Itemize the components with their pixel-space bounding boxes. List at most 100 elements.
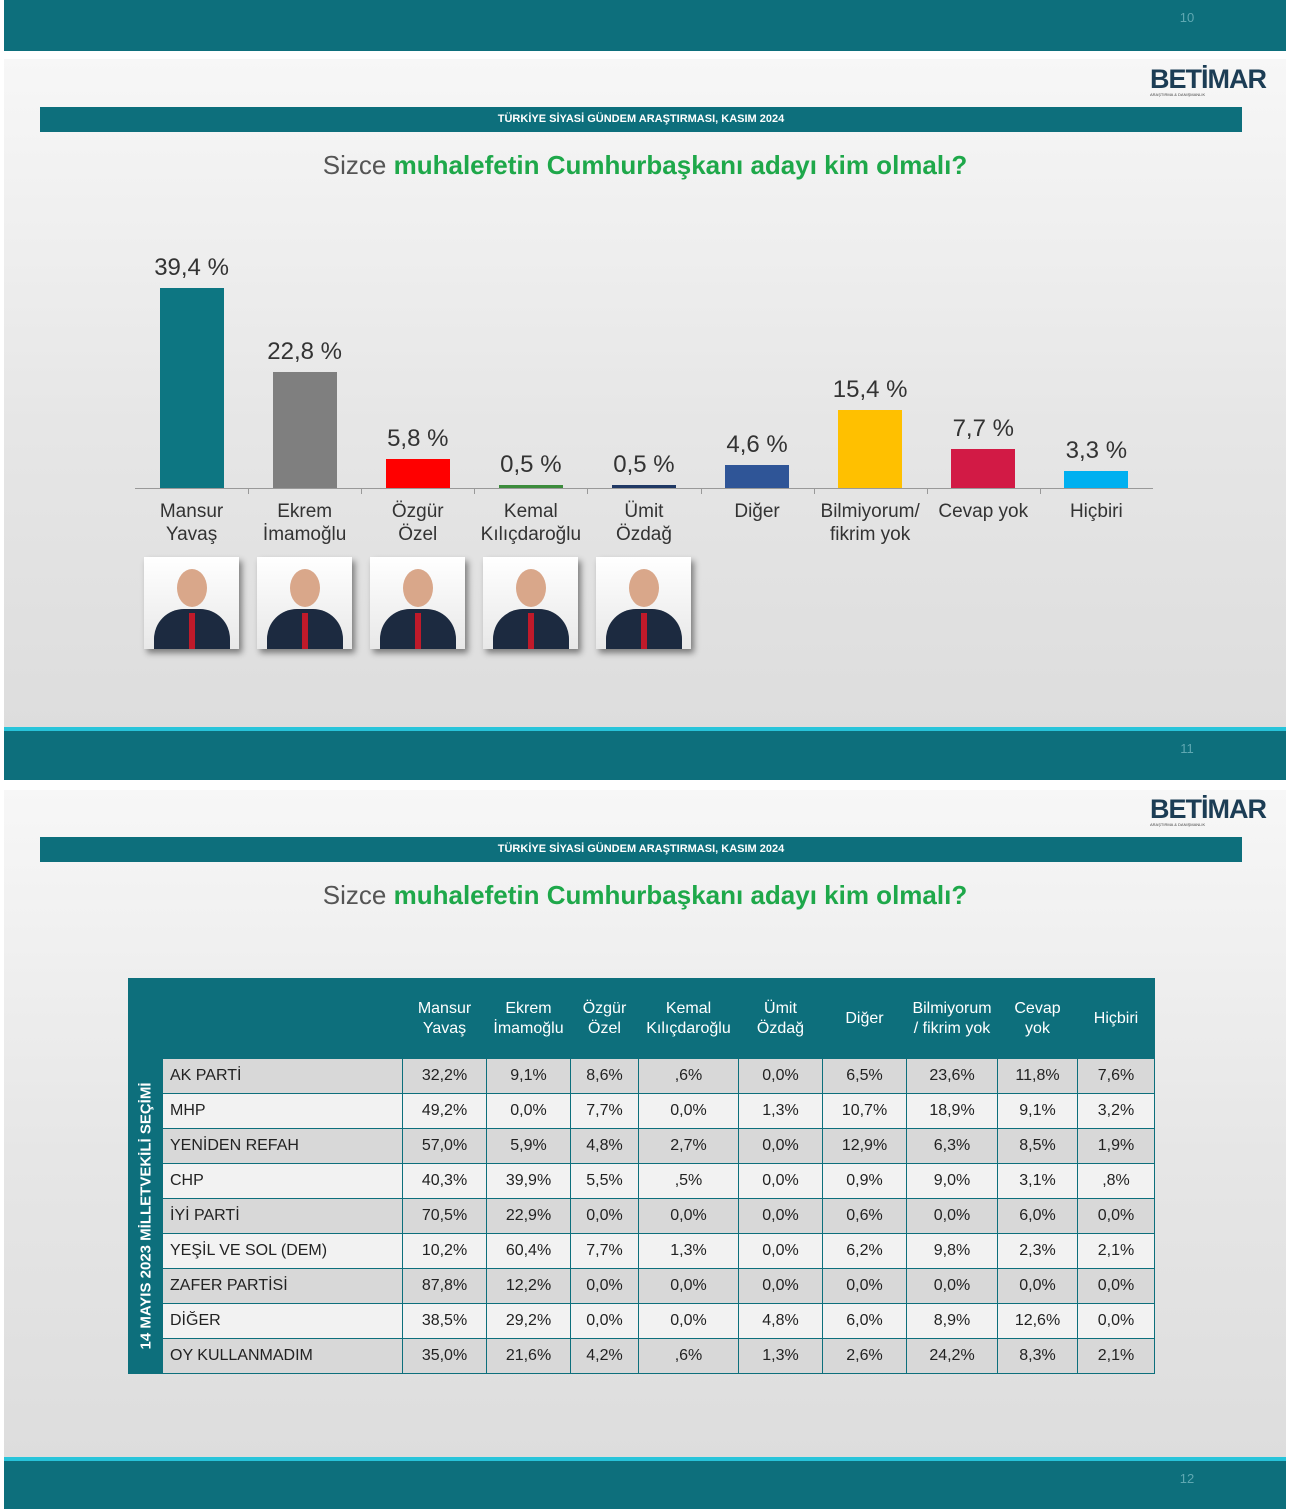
cell: 49,2%: [402, 1093, 487, 1129]
slide-header: TÜRKİYE SİYASİ GÜNDEM ARAŞTIRMASI, KASIM…: [40, 837, 1242, 862]
tick: [361, 488, 363, 494]
cell: 0,0%: [570, 1198, 639, 1234]
table-row: İYİ PARTİ 70,5% 22,9% 0,0% 0,0% 0,0% 0,6% 0,0% 6…: [129, 1198, 1155, 1234]
logo: BETİMAR ARAŞTIRMA & DANIŞMANLIK: [1150, 64, 1280, 97]
cell: 2,6%: [822, 1338, 907, 1374]
logo-name: BETİMAR: [1150, 794, 1267, 824]
bar: [272, 372, 337, 488]
cell: 9,1%: [486, 1058, 571, 1094]
column-header: Diğer: [822, 978, 907, 1059]
table-row: ZAFER PARTİSİ 87,8% 12,2% 0,0% 0,0% 0,0% 0,0% 0…: [129, 1268, 1155, 1304]
cell: 0,0%: [738, 1128, 823, 1164]
cell: 70,5%: [402, 1198, 487, 1234]
tick: [248, 488, 250, 494]
column-header: Hiçbiri: [1077, 978, 1155, 1059]
cell: 0,0%: [638, 1303, 739, 1339]
value-label: 4,6 %: [726, 430, 788, 458]
row-label: DİĞER: [162, 1303, 403, 1339]
candidate-photo: [595, 557, 691, 649]
cell: 6,0%: [822, 1303, 907, 1339]
bar: [498, 485, 563, 488]
cell: 39,9%: [486, 1163, 571, 1199]
value-label: 5,8 %: [387, 424, 449, 452]
x-tick-label: Bilmiyorum/ fikrim yok: [820, 501, 920, 545]
cell: 6,2%: [822, 1233, 907, 1269]
cell: 24,2%: [906, 1338, 998, 1374]
cell: 2,3%: [997, 1233, 1078, 1269]
cell: 0,0%: [822, 1268, 907, 1304]
tick: [926, 488, 928, 494]
row-label: CHP: [162, 1163, 403, 1199]
cell: 5,5%: [570, 1163, 639, 1199]
bar-chart: 39,4 % Mansur Yavaş 22,8 % Ekrem İmamoğlu 5,…: [0, 0, 1290, 727]
cell: 0,0%: [906, 1268, 998, 1304]
cell: 0,0%: [738, 1198, 823, 1234]
cell: 0,0%: [997, 1268, 1078, 1304]
column-header: Ekrem İmamoğlu: [486, 978, 571, 1059]
cell: 87,8%: [402, 1268, 487, 1304]
cell: ,5%: [638, 1163, 739, 1199]
cell: 12,2%: [486, 1268, 571, 1304]
cell: 0,0%: [1077, 1198, 1155, 1234]
column-header: Mansur Yavaş: [402, 978, 487, 1059]
cell: 7,6%: [1077, 1058, 1155, 1094]
cell: 10,7%: [822, 1093, 907, 1129]
cell: 6,5%: [822, 1058, 907, 1094]
cell: 0,0%: [738, 1233, 823, 1269]
cell: 0,0%: [570, 1268, 639, 1304]
photo-head: [628, 569, 659, 607]
cell: 7,7%: [570, 1093, 639, 1129]
photo-head: [289, 569, 320, 607]
question-lead: Sizce: [322, 880, 387, 910]
row-label: AK PARTİ: [162, 1058, 403, 1094]
cell: 10,2%: [402, 1233, 487, 1269]
x-tick-label: Mansur Yavaş: [159, 501, 224, 545]
row-label: MHP: [162, 1093, 403, 1129]
question-emphasis: muhalefetin Cumhurbaşkanı adayı kim olma…: [393, 880, 968, 910]
logo-tagline: ARAŞTIRMA & DANIŞMANLIK: [1150, 822, 1206, 827]
header-row: Mansur Yavaş Ekrem İmamoğlu Özgür Özel Kema…: [128, 978, 1155, 1059]
row-label: YENİDEN REFAH: [162, 1128, 403, 1164]
cell: 1,9%: [1077, 1128, 1155, 1164]
tick: [587, 488, 589, 494]
page-number: 10: [1179, 10, 1195, 25]
x-axis: [135, 488, 1153, 489]
column-header: Cevap yok: [997, 978, 1078, 1059]
cell: 8,9%: [906, 1303, 998, 1339]
cell: 4,8%: [738, 1303, 823, 1339]
x-tick-label: Cevap yok: [938, 501, 1029, 522]
band-stripe: [4, 1457, 1286, 1461]
x-tick-label: Kemal Kılıçdaroğlu: [480, 501, 582, 545]
cell: 0,0%: [1077, 1303, 1155, 1339]
table-row: OY KULLANMADIM 35,0% 21,6% 4,2% ,6% 1,3% 2,6% 2…: [129, 1338, 1155, 1374]
cell: 0,0%: [1077, 1268, 1155, 1304]
cell: 57,0%: [402, 1128, 487, 1164]
cell: 29,2%: [486, 1303, 571, 1339]
value-label: 15,4 %: [832, 375, 908, 403]
x-tick-label: Hiçbiri: [1069, 501, 1123, 522]
page-number: 12: [1179, 1471, 1195, 1486]
top-band: 10: [4, 0, 1286, 51]
candidate-photo: [143, 557, 239, 649]
logo: BETİMAR ARAŞTIRMA & DANIŞMANLIK: [1150, 794, 1280, 827]
cell: 9,8%: [906, 1233, 998, 1269]
photo-tie: [188, 613, 195, 649]
cell: 11,8%: [997, 1058, 1078, 1094]
bar: [951, 448, 1016, 488]
cell: 3,1%: [997, 1163, 1078, 1199]
cell: 1,3%: [738, 1338, 823, 1374]
cell: 2,1%: [1077, 1233, 1155, 1269]
cell: 3,2%: [1077, 1093, 1155, 1129]
cell: 12,6%: [997, 1303, 1078, 1339]
column-header: Özgür Özel: [570, 978, 639, 1059]
cell: 1,3%: [638, 1233, 739, 1269]
tick: [1039, 488, 1041, 494]
table-row: MHP 49,2% 0,0% 7,7% 0,0% 1,3% 10,7% 18,9% 9,1% 3,…: [129, 1093, 1155, 1129]
bar: [611, 485, 676, 488]
side-label: 14 MAYIS 2023 MİLLETVEKİLİ SEÇİMİ: [137, 1082, 154, 1350]
photo-tie: [301, 613, 308, 649]
table-row: DİĞER 38,5% 29,2% 0,0% 0,0% 4,8% 6,0% 8,9% 12,6%…: [129, 1303, 1155, 1339]
value-label: 0,5 %: [500, 451, 562, 479]
cell: 9,0%: [906, 1163, 998, 1199]
band: 12: [4, 1457, 1286, 1509]
